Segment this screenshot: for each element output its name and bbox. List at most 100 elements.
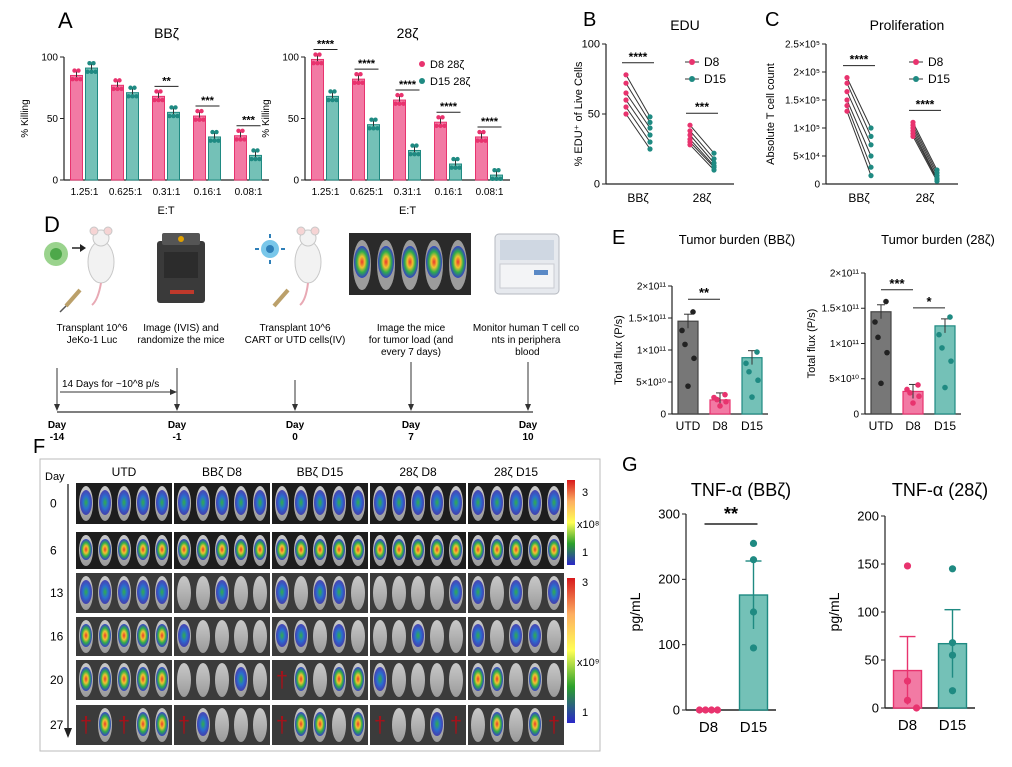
bar — [85, 67, 98, 181]
scale-bottom-max: 3 — [582, 577, 588, 589]
data-point — [199, 108, 204, 114]
data-point-d8 — [623, 72, 629, 78]
timeline-day-1: Day -14 — [48, 420, 67, 443]
x-tick-label: 28ζ — [693, 191, 712, 205]
data-point — [158, 89, 163, 94]
data-point — [354, 72, 359, 77]
data-point — [714, 396, 720, 403]
data-point-d8 — [844, 103, 850, 109]
x-axis-label: E:T — [399, 205, 416, 217]
data-point — [483, 138, 488, 143]
data-point-d8 — [623, 111, 629, 117]
death-cross: † — [178, 712, 190, 737]
luminescence-signal — [412, 490, 424, 515]
data-point — [743, 360, 749, 367]
data-point — [942, 384, 948, 391]
mouse-silhouette — [373, 620, 387, 653]
y-tick-label: 200 — [658, 572, 680, 587]
x-tick-label: 0.31:1 — [394, 187, 422, 198]
group-label: BBζ D15 — [297, 465, 344, 479]
luminescence-signal — [80, 539, 92, 560]
mouse-silhouette — [430, 576, 444, 610]
group-label: BBζ D8 — [202, 465, 242, 479]
legend-label: D15 28ζ — [430, 76, 470, 88]
pair-line — [689, 141, 715, 168]
luminescence-signal — [295, 624, 307, 647]
mouse-silhouette — [196, 576, 210, 610]
data-point — [722, 391, 728, 398]
data-point — [255, 148, 260, 153]
luminescence-signal — [216, 539, 228, 560]
panel-d-timeline: Transplant 10^6 JeKo-1 Luc Image (IVIS) a… — [44, 226, 580, 443]
data-point — [334, 97, 339, 103]
data-point — [451, 156, 456, 162]
data-point — [410, 143, 415, 148]
x-tick-label: D15 — [939, 717, 967, 734]
luminescence-signal — [431, 539, 443, 560]
luminescence-signal — [529, 539, 541, 560]
data-point — [442, 123, 447, 129]
chart-title: TNF-α (BBζ) — [691, 480, 791, 500]
data-point-d15 — [868, 125, 874, 131]
x-tick-label: D15 — [934, 419, 956, 433]
sig-label: **** — [317, 38, 335, 50]
sig-label: **** — [358, 58, 376, 70]
pair-line — [689, 144, 715, 171]
data-point — [878, 380, 884, 387]
legend-marker — [689, 59, 695, 65]
mouse-silhouette — [253, 663, 267, 697]
pair-line — [912, 133, 938, 180]
legend-label: D15 — [704, 72, 726, 86]
chart-e-tumor-burden-bbz: Tumor burden (BBζ) 0 5×10¹⁰ 1×10¹¹ 1.5×10¹¹ 2… — [613, 232, 795, 433]
mouse-silhouette — [253, 708, 267, 742]
sig-label: *** — [695, 100, 709, 114]
y-tick-label: 0 — [660, 409, 666, 420]
y-tick-label: 100 — [582, 39, 600, 51]
data-point — [257, 156, 262, 162]
pair-line — [846, 77, 872, 129]
data-point — [208, 138, 213, 143]
luminescence-signal — [378, 246, 394, 278]
data-point — [754, 349, 760, 355]
data-point — [210, 129, 215, 135]
data-point-d8 — [623, 104, 629, 110]
mouse-silhouette — [215, 663, 229, 697]
luminescence-signal — [352, 490, 364, 515]
bar — [741, 357, 763, 415]
data-point — [130, 94, 135, 99]
luminescence-signal — [254, 490, 266, 515]
bar — [367, 124, 380, 181]
data-point-d15 — [868, 173, 874, 179]
mouse-silhouette — [294, 576, 308, 610]
data-point — [212, 138, 217, 143]
luminescence-signal — [529, 490, 541, 515]
data-point — [936, 331, 942, 338]
data-point — [319, 60, 324, 66]
data-point — [408, 151, 413, 157]
death-cross: † — [118, 712, 130, 737]
timeline-day-4: Day 7 — [402, 420, 421, 443]
y-tick-label: 5×10¹⁰ — [829, 374, 859, 385]
luminescence-signal — [510, 580, 522, 604]
y-tick-label: 50 — [865, 652, 879, 667]
luminescence-signal — [374, 490, 386, 515]
panel-letter-f: F — [33, 436, 45, 458]
mouse-silhouette — [449, 663, 463, 697]
bar — [352, 78, 365, 181]
mouse-silhouette — [430, 663, 444, 697]
y-tick-label: 1×10⁵ — [793, 123, 820, 134]
chart-title: Proliferation — [870, 17, 945, 33]
data-point — [197, 117, 202, 122]
mouse-silhouette — [392, 663, 406, 697]
data-point-d15 — [711, 156, 717, 162]
luminescence-signal — [314, 490, 326, 515]
luminescence-signal — [178, 539, 190, 560]
pair-line — [912, 122, 938, 171]
data-point — [401, 101, 406, 106]
scale-bottom-unit: x10⁹ — [577, 657, 599, 669]
y-tick-label: 1.5×10¹¹ — [821, 304, 859, 315]
x-tick-label: 1.25:1 — [312, 187, 340, 198]
luminescence-signal — [197, 539, 209, 560]
luminescence-signal — [80, 667, 92, 691]
pair-line — [625, 92, 651, 129]
